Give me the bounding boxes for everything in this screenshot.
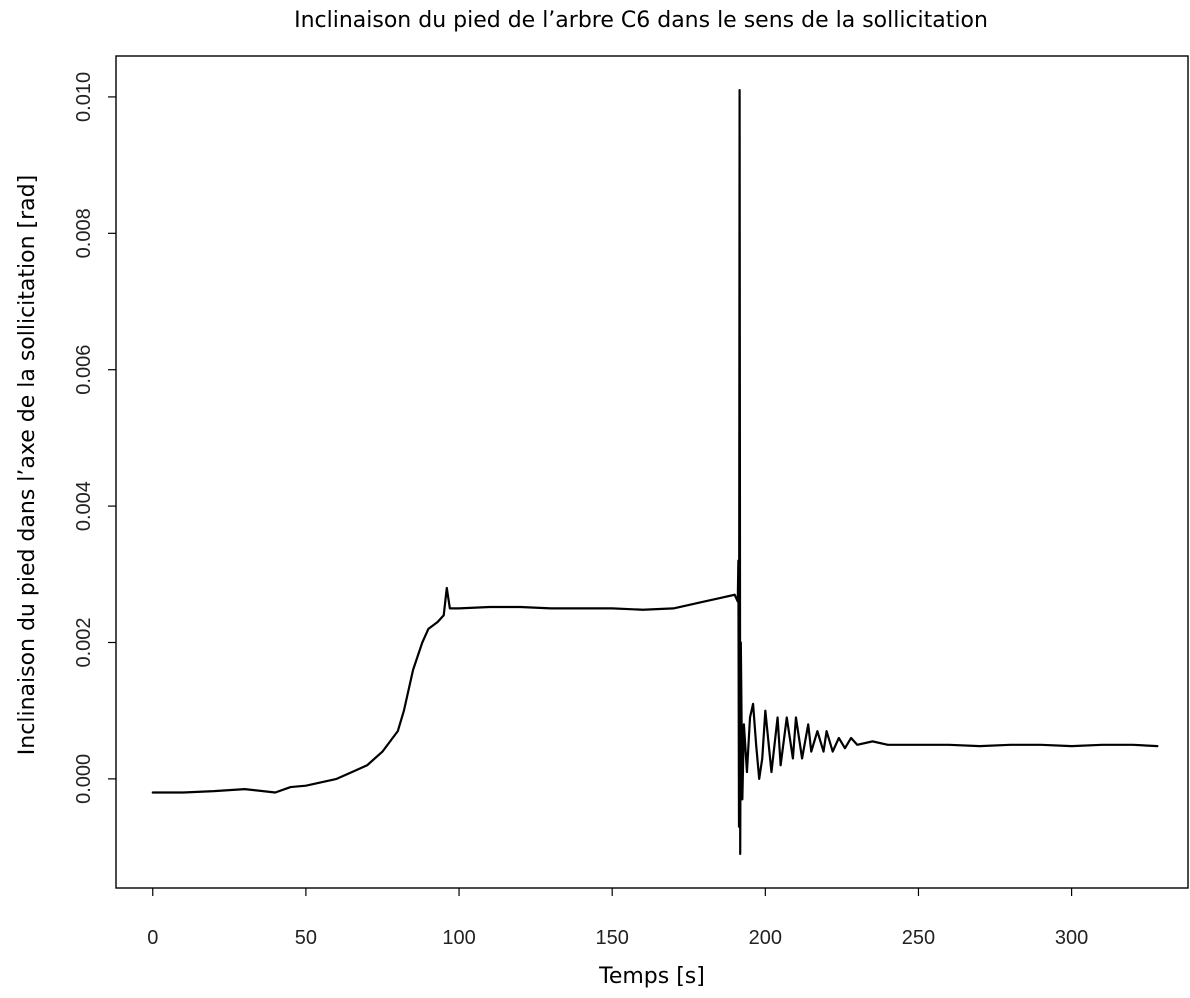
y-tick-label: 0.004	[73, 481, 95, 531]
y-tick-label: 0.000	[73, 754, 95, 804]
y-tick-label: 0.010	[73, 72, 95, 122]
chart-title: Inclinaison du pied de l’arbre C6 dans l…	[294, 8, 988, 33]
y-tick-label: 0.002	[73, 617, 95, 667]
x-tick-label: 100	[442, 927, 475, 949]
x-tick-label: 250	[902, 927, 935, 949]
plot-frame	[115, 55, 1189, 889]
x-tick-label: 200	[749, 927, 782, 949]
y-tick-label: 0.008	[73, 208, 95, 258]
x-tick-label: 150	[595, 927, 628, 949]
y-tick-label: 0.006	[73, 345, 95, 395]
x-tick-label: 300	[1055, 927, 1088, 949]
series-group	[151, 88, 1159, 856]
x-tick-label: 0	[147, 927, 158, 949]
axes-group: 0 50 100 150 200 250 300 0.000 0.002 0.004 0.006 0.…	[73, 72, 1088, 949]
series-line-0	[151, 88, 1159, 856]
x-axis-label: Temps [s]	[599, 964, 705, 989]
x-tick-label: 50	[295, 927, 317, 949]
